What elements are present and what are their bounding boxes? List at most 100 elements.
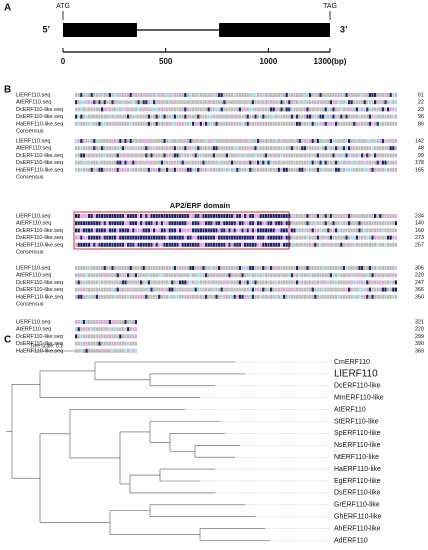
residue (158, 114, 161, 119)
residue (166, 114, 169, 119)
residue (257, 139, 260, 143)
residue (108, 228, 111, 233)
residue (285, 287, 288, 292)
residue (140, 273, 143, 278)
residue (303, 100, 306, 105)
residue (257, 121, 260, 126)
residue (202, 167, 205, 172)
residue (199, 146, 202, 151)
residue (301, 287, 304, 292)
residue (199, 167, 202, 172)
residue (327, 93, 330, 97)
residue (254, 273, 257, 278)
residue (342, 160, 345, 165)
residue (319, 228, 322, 233)
residue (319, 294, 322, 299)
residue (220, 139, 223, 143)
residue (106, 320, 109, 324)
residue (381, 221, 384, 226)
residue (381, 114, 384, 119)
residue (231, 100, 234, 105)
residue (267, 273, 270, 278)
residue (212, 100, 215, 105)
residue (264, 114, 267, 119)
residue (140, 100, 143, 105)
residue (134, 153, 137, 158)
residue (176, 273, 179, 278)
residue (376, 146, 379, 151)
residue (184, 280, 187, 285)
residue (171, 287, 174, 292)
position: 366 (415, 287, 424, 293)
residue (288, 273, 291, 278)
residue (124, 114, 127, 119)
residue (124, 221, 127, 226)
residue (381, 160, 384, 165)
residue (114, 327, 117, 332)
residue (75, 160, 78, 165)
residue (127, 121, 130, 126)
residue (150, 221, 153, 226)
residue (121, 242, 124, 247)
residue (168, 228, 171, 233)
residue (303, 167, 306, 172)
residue (272, 294, 275, 299)
residue (106, 139, 109, 143)
residue (163, 153, 166, 158)
residue (350, 153, 353, 158)
residue (264, 214, 267, 218)
residue (350, 139, 353, 143)
residue (140, 107, 143, 112)
residue (140, 221, 143, 226)
residue (241, 294, 244, 299)
residue (249, 287, 252, 292)
residue (246, 167, 249, 172)
residue (93, 266, 96, 270)
residue (348, 139, 351, 143)
residue (194, 228, 197, 233)
residue (337, 107, 340, 112)
residue (90, 228, 93, 233)
seq-name: LlERF110.seq (16, 213, 50, 219)
residue (363, 294, 366, 299)
residue (283, 280, 286, 285)
residue (342, 214, 345, 218)
residue (355, 214, 358, 218)
residue (293, 167, 296, 172)
residue (124, 235, 127, 240)
residue (283, 242, 286, 247)
residue (371, 146, 374, 151)
residue (116, 287, 119, 292)
residue (236, 114, 239, 119)
residue (153, 114, 156, 119)
residue (337, 294, 340, 299)
residue (236, 221, 239, 226)
residue (262, 114, 265, 119)
residue (293, 273, 296, 278)
residue (389, 221, 392, 226)
residue (329, 160, 332, 165)
residue (77, 294, 80, 299)
residue (145, 153, 148, 158)
residue (210, 114, 213, 119)
residue (119, 100, 122, 105)
residue (290, 139, 293, 143)
residue (134, 107, 137, 112)
residue (82, 287, 85, 292)
residue (101, 167, 104, 172)
residue (361, 139, 364, 143)
residue (210, 273, 213, 278)
residue (283, 273, 286, 278)
residue (228, 294, 231, 299)
residue (114, 320, 117, 324)
residue (275, 167, 278, 172)
residue (85, 153, 88, 158)
residue (129, 107, 132, 112)
residue (106, 160, 109, 165)
residue (116, 146, 119, 151)
residue (114, 334, 117, 339)
position: 165 (415, 167, 424, 173)
residue (147, 100, 150, 105)
residue (116, 334, 119, 339)
residue (379, 221, 382, 226)
